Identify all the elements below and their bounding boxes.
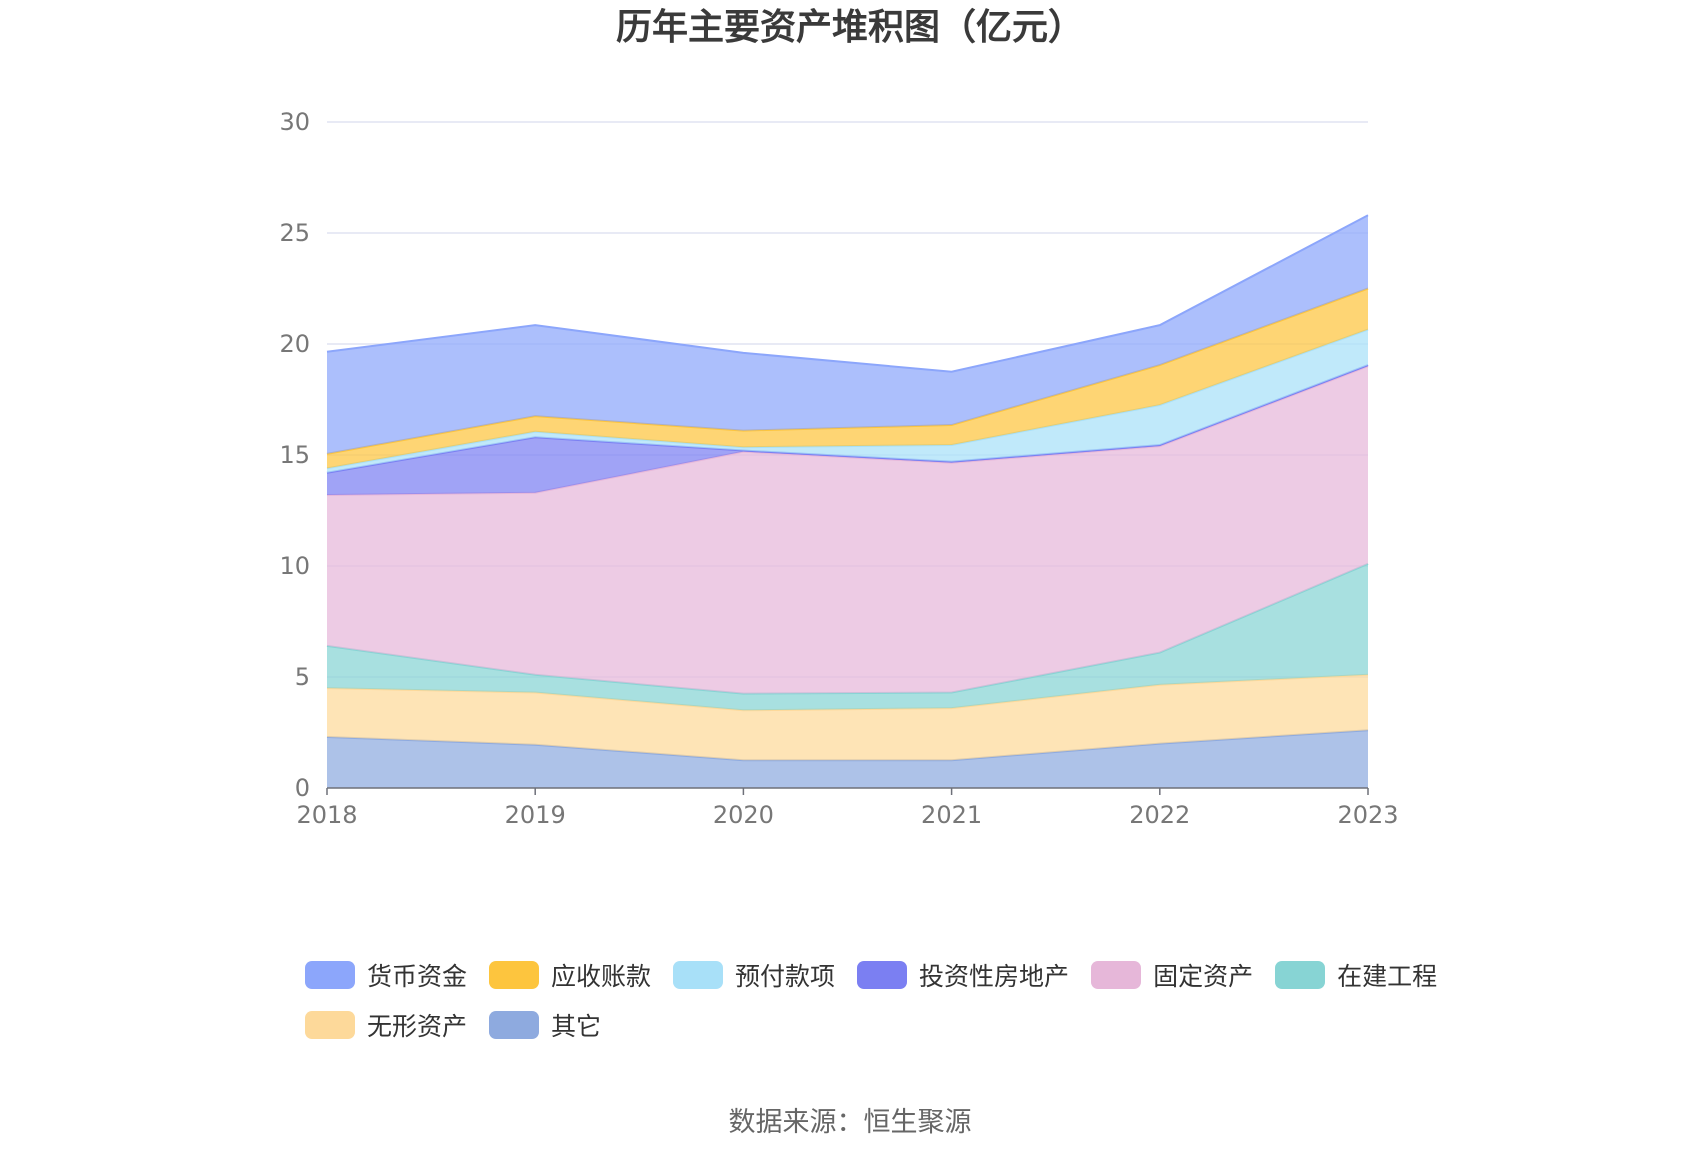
legend: 货币资金 应收账款 预付款项 投资性房地产 固定资产 在建工程无形资产 其它	[305, 950, 1455, 1050]
x-tick-label: 2019	[505, 801, 566, 829]
area-应收账款	[327, 288, 1368, 469]
y-tick-label: 15	[279, 441, 310, 469]
chart-title: 历年主要资产堆积图（亿元）	[615, 7, 1084, 48]
x-tick-label: 2021	[921, 801, 982, 829]
area-固定资产	[327, 366, 1368, 694]
legend-label: 在建工程	[1337, 962, 1438, 991]
area-货币资金	[327, 215, 1368, 454]
area-预付款项	[327, 329, 1368, 473]
legend-label: 货币资金	[367, 962, 468, 991]
axes: 0 5 10 15 20 25 30 2018 2019 2020 2021 2022 2023	[279, 108, 1398, 829]
area-在建工程	[327, 563, 1368, 711]
x-tick-label: 2020	[713, 801, 774, 829]
legend-item[interactable]: 货币资金	[305, 957, 467, 993]
legend-swatch	[305, 961, 355, 989]
legend-swatch	[673, 961, 724, 989]
area-无形资产	[327, 674, 1368, 761]
legend-item[interactable]: 其它	[489, 1007, 601, 1043]
y-tick-label: 20	[279, 330, 310, 358]
legend-swatch	[1091, 961, 1142, 989]
legend-item[interactable]: 固定资产	[1091, 957, 1253, 993]
legend-swatch	[857, 961, 908, 989]
area-投资性房地产	[327, 365, 1368, 495]
x-tick-label: 2022	[1129, 801, 1190, 829]
y-tick-label: 10	[279, 552, 310, 580]
legend-item[interactable]: 投资性房地产	[857, 957, 1069, 993]
legend-swatch	[1275, 961, 1326, 989]
y-tick-label: 0	[295, 774, 310, 802]
x-tick-label: 2023	[1337, 801, 1398, 829]
area-其它	[327, 730, 1368, 788]
data-source: 数据来源：恒生聚源	[728, 1107, 972, 1138]
legend-swatch	[489, 1011, 540, 1039]
legend-label: 固定资产	[1153, 962, 1254, 991]
legend-label: 应收账款	[551, 962, 652, 991]
legend-label: 投资性房地产	[919, 962, 1070, 991]
y-tick-label: 30	[279, 108, 310, 136]
legend-item[interactable]: 应收账款	[489, 957, 651, 993]
legend-label: 其它	[551, 1012, 602, 1041]
legend-item[interactable]: 无形资产	[305, 1007, 467, 1043]
legend-item[interactable]: 在建工程	[1275, 957, 1437, 993]
y-tick-label: 5	[295, 663, 310, 691]
area-series	[326, 214, 1369, 788]
legend-item[interactable]: 预付款项	[673, 957, 835, 993]
x-tick-label: 2018	[296, 801, 357, 829]
legend-row: 无形资产 其它	[305, 1000, 1455, 1050]
legend-swatch	[305, 1011, 355, 1039]
y-tick-label: 25	[279, 219, 310, 247]
legend-label: 无形资产	[367, 1012, 468, 1041]
series-line-货币资金	[326, 214, 1369, 373]
legend-row: 货币资金 应收账款 预付款项 投资性房地产 固定资产 在建工程	[305, 950, 1455, 1000]
legend-label: 预付款项	[735, 962, 836, 991]
legend-swatch	[489, 961, 540, 989]
